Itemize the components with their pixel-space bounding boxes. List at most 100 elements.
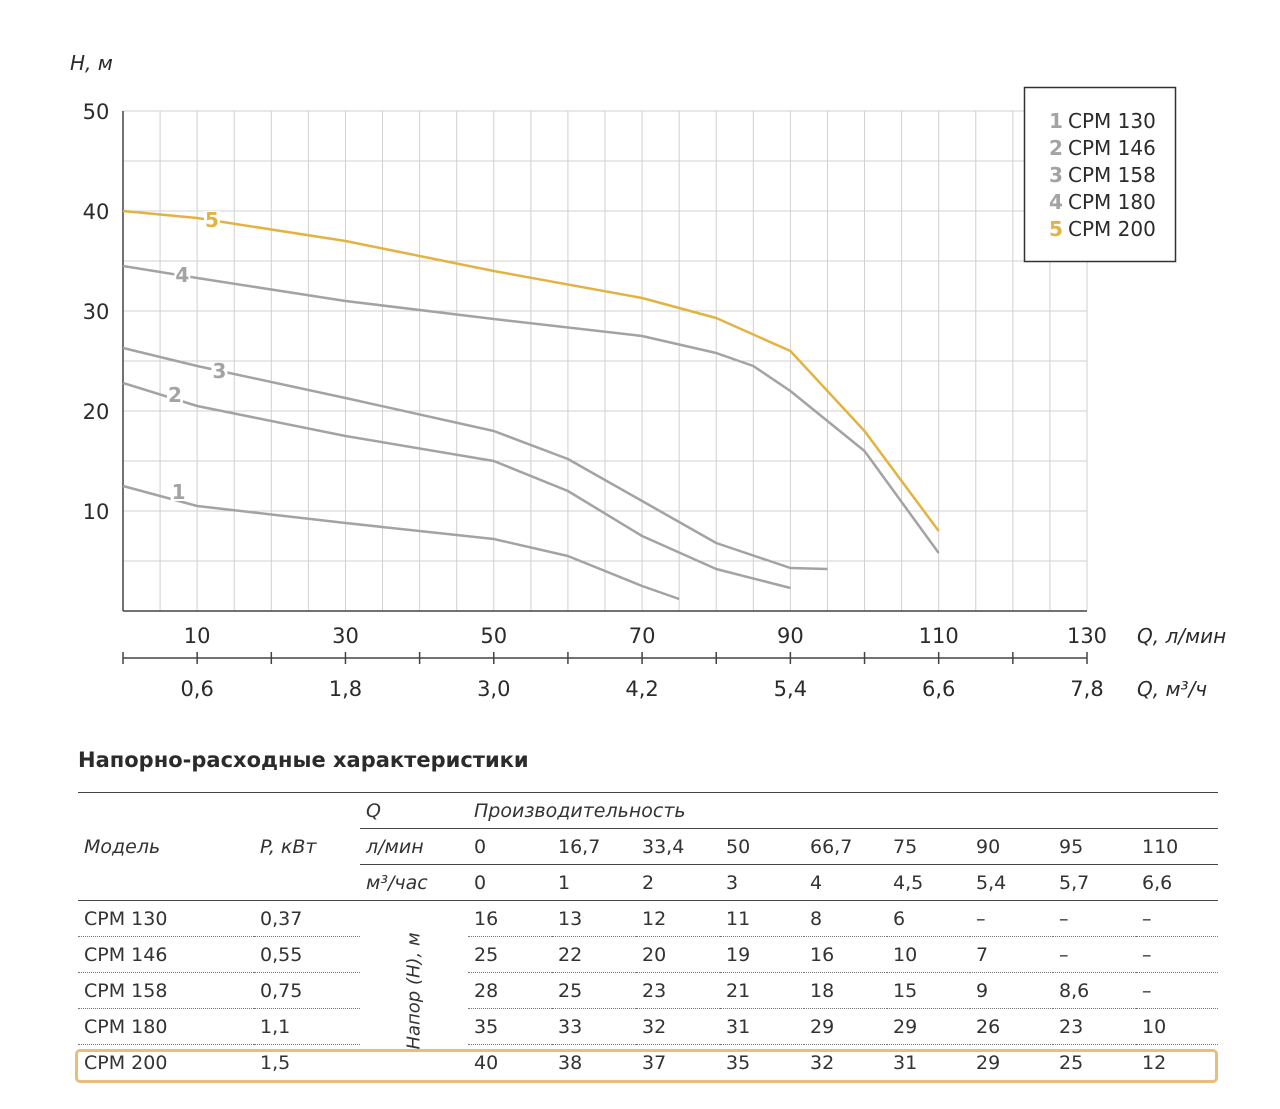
value-cell: 10 bbox=[887, 936, 970, 973]
value-cell: 7 bbox=[970, 936, 1053, 973]
value-cell: 21 bbox=[720, 972, 804, 1009]
series-line-1 bbox=[122, 484, 680, 601]
value-cell: 31 bbox=[720, 1008, 804, 1045]
m3h-value: 5,4 bbox=[970, 864, 1053, 901]
lmin-value: 75 bbox=[887, 828, 970, 865]
value-cell: 31 bbox=[893, 1051, 918, 1074]
chart-series: 1 2 3 4 5 bbox=[122, 208, 940, 601]
value-cell: 32 bbox=[636, 1008, 720, 1045]
chart-grid bbox=[123, 110, 1088, 611]
value-cell: – bbox=[1053, 900, 1136, 937]
series-line-5 bbox=[122, 209, 940, 532]
table-row: CPM 158 0,75 28 25 23 21 18 15 9 8,6– bbox=[78, 972, 1219, 1009]
legend-label: CPM 146 bbox=[1068, 136, 1156, 160]
pump-performance-chart: 10 20 30 40 50 10 30 50 70 90 110 130 0,6 1,8 3,0 4,2… bbox=[70, 51, 1226, 701]
power-cell: 0,55 bbox=[254, 936, 360, 973]
x-tick-label: 110 bbox=[919, 624, 959, 648]
x-tick-label: 70 bbox=[629, 624, 656, 648]
y-tick-label: 10 bbox=[83, 500, 110, 524]
series-label-5: 5 bbox=[205, 208, 219, 232]
value-cell: 10 bbox=[1136, 1008, 1219, 1045]
x-tick-label: 30 bbox=[332, 624, 359, 648]
model-cell: CPM 180 bbox=[78, 1008, 254, 1045]
x-tick-label: 10 bbox=[184, 624, 211, 648]
power-cell: 0,75 bbox=[254, 972, 360, 1009]
value-cell: 32 bbox=[810, 1051, 835, 1074]
y-tick-label: 30 bbox=[83, 300, 110, 324]
q-label: Q bbox=[360, 792, 468, 829]
series-line-3 bbox=[122, 346, 828, 571]
series-label-bg bbox=[174, 266, 191, 284]
value-cell: 16 bbox=[468, 900, 552, 937]
table-row: CPM 130 0,37 Напор (H), м 16 13 12 11 8 6– – – bbox=[78, 900, 1219, 1049]
legend-number: 4 bbox=[1049, 190, 1063, 214]
value-cell: 33 bbox=[552, 1008, 636, 1045]
x2-axis-label: Q, м³/ч bbox=[1137, 677, 1207, 701]
x2-tick-label: 1,8 bbox=[329, 677, 362, 701]
table-row: CPM 200 1,5 40 38 37 35 32 31 29 25 12 bbox=[78, 1045, 1218, 1081]
series-label-1: 1 bbox=[172, 480, 186, 504]
table-title: Напорно-расходные характеристики bbox=[78, 748, 529, 772]
legend-label: CPM 130 bbox=[1068, 109, 1156, 133]
m3h-value: 4,5 bbox=[887, 864, 970, 901]
lmin-value: 50 bbox=[720, 828, 804, 865]
series-label-bg bbox=[170, 483, 187, 501]
legend-box bbox=[1023, 86, 1177, 263]
value-cell: 40 bbox=[474, 1051, 499, 1074]
m3h-label: м³/час bbox=[360, 864, 468, 901]
secondary-x-axis: 0,6 1,8 3,0 4,2 5,4 6,6 7,8 bbox=[122, 652, 1104, 701]
x2-tick-label: 6,6 bbox=[922, 677, 955, 701]
model-header: Модель bbox=[78, 792, 254, 901]
x-tick-label: 90 bbox=[777, 624, 804, 648]
value-cell: 25 bbox=[468, 936, 552, 973]
value-cell: 23 bbox=[636, 972, 720, 1009]
table-row: CPM 146 0,55 25 22 20 19 16 10 7– – bbox=[78, 936, 1219, 973]
y-axis-label: H, м bbox=[70, 51, 113, 75]
m3h-value: 0 bbox=[468, 864, 552, 901]
x2-tick-label: 7,8 bbox=[1070, 677, 1103, 701]
legend-number: 3 bbox=[1049, 163, 1063, 187]
m3h-value: 6,6 bbox=[1136, 864, 1219, 901]
value-cell: 22 bbox=[552, 936, 636, 973]
value-cell: 16 bbox=[804, 936, 887, 973]
value-cell: 8,6 bbox=[1053, 972, 1136, 1009]
model-cell: CPM 146 bbox=[78, 936, 254, 973]
value-cell: 8 bbox=[804, 900, 887, 937]
model-cell: CPM 130 bbox=[78, 900, 254, 937]
table-row: CPM 180 1,1 35 33 32 31 29 29 26 23 10 bbox=[78, 1008, 1219, 1045]
value-cell: 15 bbox=[887, 972, 970, 1009]
lmin-value: 95 bbox=[1053, 828, 1136, 865]
value-cell: 6 bbox=[887, 900, 970, 937]
series-label-4: 4 bbox=[175, 263, 189, 287]
value-cell: 12 bbox=[1142, 1051, 1167, 1074]
m3h-value: 1 bbox=[552, 864, 636, 901]
legend-number: 2 bbox=[1049, 136, 1063, 160]
legend-label: CPM 200 bbox=[1068, 217, 1156, 241]
lmin-label: л/мин bbox=[360, 828, 468, 865]
x-axis-label: Q, л/мин bbox=[1137, 624, 1226, 648]
legend-label: CPM 158 bbox=[1068, 163, 1156, 187]
lmin-value: 16,7 bbox=[552, 828, 636, 865]
value-cell: – bbox=[1136, 900, 1219, 937]
y-tick-label: 20 bbox=[83, 400, 110, 424]
performance-label: Производительность bbox=[468, 792, 1219, 829]
value-cell: – bbox=[970, 900, 1053, 937]
m3h-value: 2 bbox=[636, 864, 720, 901]
value-cell: 28 bbox=[468, 972, 552, 1009]
y-tick-label: 40 bbox=[83, 200, 110, 224]
value-cell: 11 bbox=[720, 900, 804, 937]
legend-label: CPM 180 bbox=[1068, 190, 1156, 214]
series-label-3: 3 bbox=[212, 359, 226, 383]
x2-tick-label: 0,6 bbox=[180, 677, 213, 701]
x2-tick-label: 4,2 bbox=[625, 677, 658, 701]
value-cell: 9 bbox=[970, 972, 1053, 1009]
power-header: P, кВт bbox=[254, 792, 360, 901]
m3h-value: 5,7 bbox=[1053, 864, 1136, 901]
value-cell: 26 bbox=[970, 1008, 1053, 1045]
series-line-2 bbox=[122, 381, 791, 590]
value-cell: 37 bbox=[642, 1051, 667, 1074]
model-cell: CPM 200 bbox=[84, 1051, 168, 1074]
power-cell: 1,5 bbox=[260, 1051, 291, 1074]
value-cell: 19 bbox=[720, 936, 804, 973]
